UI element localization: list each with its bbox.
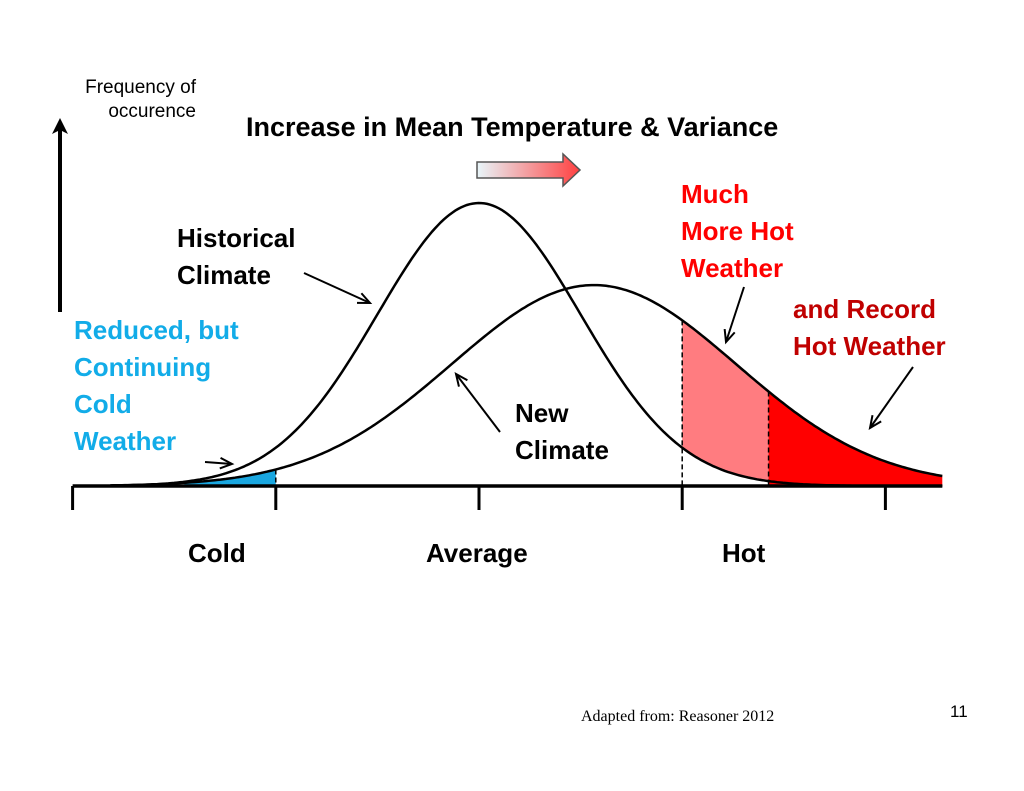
pointer-new-head [454,372,468,387]
y-axis-arrowhead [52,118,68,134]
chart-title: Increase in Mean Temperature & Variance [246,112,779,142]
pointer-record-line [869,366,914,429]
shift-arrow [476,152,582,188]
annotation-new-climate: New Climate [515,398,609,465]
source-citation: Adapted from: Reasoner 2012 [581,708,775,725]
pointer-historical-head [356,292,373,305]
annotation-historical-climate: Historical Climate [177,223,296,290]
x-tick-label-cold: Cold [188,538,246,568]
annotation-more-hot-weather: Much More Hot Weather [681,179,794,283]
x-tick-label-average: Average [426,538,528,568]
shaded-region-record-hot [768,391,943,486]
pointer-hot-head [723,328,736,345]
pointer-record-head [868,415,882,431]
pointer-new-line [455,373,501,433]
pointer-cold-line [204,461,233,465]
y-axis-label: Frequency of occurence [85,77,196,122]
pointer-cold-head [219,456,235,470]
pointer-historical-line [303,272,371,304]
x-tick-label-hot: Hot [722,538,766,568]
annotation-cold-weather: Reduced, but Continuing Cold Weather [74,315,239,456]
page-number: 11 [950,702,968,721]
shaded-region-much-more-hot [682,320,769,482]
curve-new-climate [110,283,943,487]
annotation-record-hot-weather: and Record Hot Weather [793,294,946,361]
pointer-hot-line [725,286,745,343]
